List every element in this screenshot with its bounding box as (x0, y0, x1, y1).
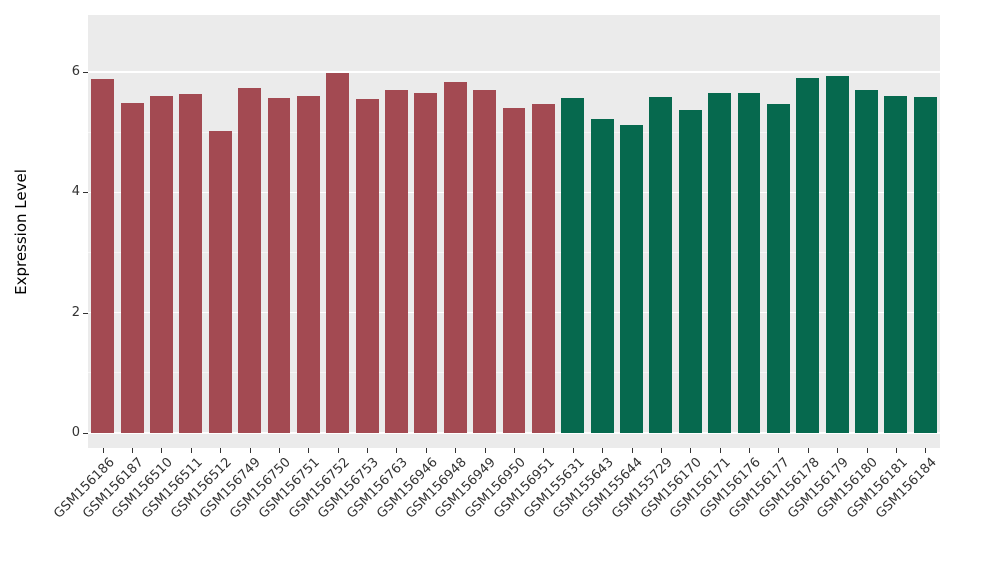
bar-GSM155631 (561, 97, 585, 433)
x-tick-mark (220, 448, 222, 453)
plot-panel (88, 15, 940, 448)
y-tick-mark (83, 72, 88, 74)
bar-GSM156181 (884, 96, 908, 433)
x-tick-mark (807, 448, 809, 453)
bar-GSM156511 (179, 94, 203, 433)
y-tick-label: 4 (71, 184, 80, 200)
bar-GSM156950 (502, 108, 526, 433)
x-tick-mark (367, 448, 369, 453)
bar-GSM156751 (296, 96, 320, 433)
y-axis-title: Expression Level (12, 168, 31, 295)
x-tick-mark (337, 448, 339, 453)
bar-GSM156763 (385, 90, 408, 433)
x-tick-mark (278, 448, 280, 453)
x-tick-mark (690, 448, 692, 453)
x-tick-mark (190, 448, 192, 453)
bar-GSM156184 (913, 97, 937, 433)
y-tick-mark (83, 432, 88, 434)
bar-GSM156749 (238, 88, 262, 433)
bar-GSM156180 (855, 90, 878, 433)
x-tick-mark (249, 448, 251, 453)
x-tick-mark (895, 448, 897, 453)
bar-GSM155643 (590, 119, 614, 433)
bar-GSM156170 (678, 110, 702, 433)
x-tick-mark (572, 448, 574, 453)
bar-GSM156951 (531, 104, 555, 433)
y-tick-mark (83, 312, 88, 314)
bar-GSM156171 (708, 93, 732, 433)
x-tick-mark (778, 448, 780, 453)
y-axis-title-box: Expression Level (6, 15, 36, 448)
x-tick-mark (660, 448, 662, 453)
bar-GSM155644 (620, 125, 643, 433)
bar-GSM156753 (355, 99, 379, 433)
bar-GSM156946 (414, 93, 438, 433)
x-tick-mark (514, 448, 515, 453)
x-tick-mark (132, 448, 134, 453)
y-tick-label: 2 (71, 304, 80, 320)
y-tick-label: 0 (71, 424, 80, 440)
x-tick-mark (425, 448, 427, 453)
bar-GSM156512 (208, 131, 232, 433)
bar-GSM156510 (149, 96, 173, 433)
x-tick-mark (719, 448, 721, 453)
bar-GSM156752 (326, 73, 350, 433)
bar-GSM156948 (443, 82, 467, 433)
x-tick-mark (543, 448, 545, 453)
y-tick-label: 6 (71, 64, 80, 80)
x-tick-mark (837, 448, 839, 453)
x-tick-mark (602, 448, 604, 453)
x-tick-mark (161, 448, 163, 453)
x-tick-mark (925, 448, 927, 453)
bar-GSM156179 (825, 76, 849, 433)
y-tick-mark (83, 192, 88, 194)
x-tick-mark (484, 448, 486, 453)
bar-GSM156178 (796, 78, 820, 433)
x-tick-mark (396, 448, 398, 453)
bar-GSM156187 (120, 103, 144, 433)
x-tick-mark (631, 448, 633, 453)
x-tick-mark (455, 448, 457, 453)
x-tick-mark (866, 448, 868, 453)
bar-GSM156949 (473, 89, 497, 433)
x-tick-mark (749, 448, 751, 453)
bar-GSM156177 (766, 104, 790, 433)
bar-GSM156186 (91, 79, 115, 433)
gridline-major (88, 71, 940, 73)
x-tick-mark (102, 448, 104, 453)
bar-GSM155729 (649, 97, 673, 433)
bar-GSM156176 (737, 93, 761, 433)
x-tick-mark (308, 448, 310, 453)
bar-GSM156750 (267, 97, 291, 433)
